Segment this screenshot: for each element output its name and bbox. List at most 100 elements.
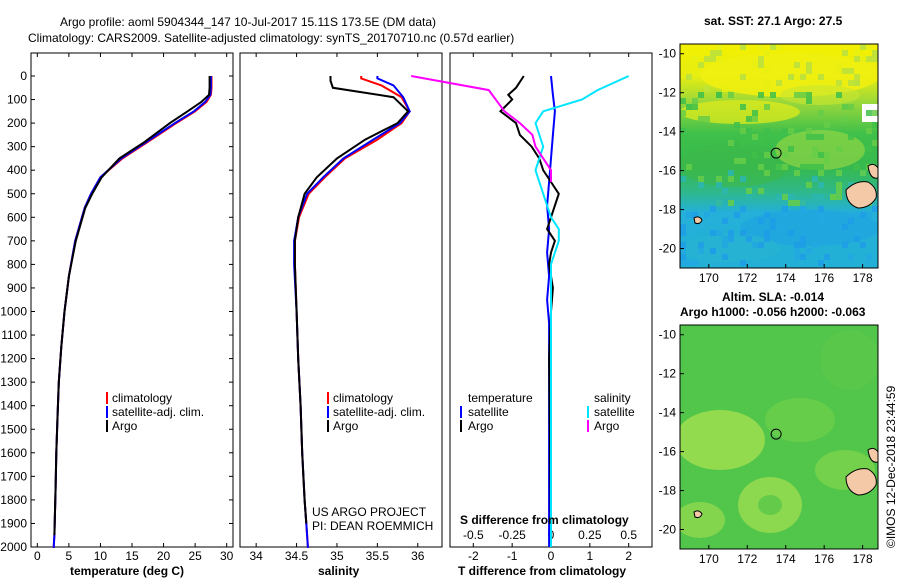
sst-pixel <box>800 206 806 212</box>
sst-pixel <box>728 170 734 176</box>
sst-pixel <box>872 140 878 146</box>
sst-pixel <box>788 146 794 152</box>
sst-pixel <box>806 182 812 188</box>
x-tick-label: -1 <box>507 549 518 563</box>
sst-pixel <box>872 56 878 62</box>
sla-map-subtitle: Argo h1000: -0.056 h2000: -0.063 <box>680 305 866 319</box>
temperature-legend: climatology satellite-adj. clim. Argo <box>106 391 204 433</box>
sst-pixel <box>770 44 776 50</box>
salinity-plot-area <box>239 52 443 548</box>
sst-pixel <box>782 164 788 170</box>
map-x-tick-label: 172 <box>737 552 757 566</box>
legend-t-argo-label: Argo <box>468 419 494 433</box>
sst-pixel <box>818 170 824 176</box>
sst-pixel <box>710 248 716 254</box>
sst-pixel <box>818 260 824 266</box>
sst-pixel <box>794 242 800 248</box>
map-y-tick-label: -18 <box>659 203 677 217</box>
map-x-tick-label: 174 <box>776 552 796 566</box>
map-y-tick-label: -10 <box>659 328 677 342</box>
sst-pixel <box>776 194 782 200</box>
sst-pixel <box>698 176 704 182</box>
sst-pixel <box>800 254 806 260</box>
sst-pixel <box>800 236 806 242</box>
sst-pixel <box>782 152 788 158</box>
depth-tick-label: 800 <box>7 257 27 271</box>
island-shape <box>867 447 878 463</box>
series-line-s-argo <box>411 75 552 182</box>
sst-pixel <box>830 194 836 200</box>
depth-tick-label: 1700 <box>0 469 27 483</box>
sla-field <box>680 325 878 549</box>
sst-pixel <box>848 104 854 110</box>
depth-tick-label: 400 <box>7 163 27 177</box>
x-tick-label: 36 <box>411 549 425 563</box>
depth-tick-label: 0 <box>20 69 27 83</box>
sst-pixel <box>692 134 698 140</box>
t-difference-axis-label: T difference from climatology <box>458 564 626 578</box>
depth-tick-label: 200 <box>7 116 27 130</box>
sst-pixel <box>788 230 794 236</box>
sst-pixel <box>740 206 746 212</box>
s-tick-label: 0.5 <box>620 528 637 542</box>
sst-pixel <box>848 218 854 224</box>
map-y-tick-label: -16 <box>659 445 677 459</box>
sst-pixel <box>722 86 728 92</box>
map-y-tick-label: -18 <box>659 484 677 498</box>
sst-pixel <box>818 218 824 224</box>
sst-pixel <box>860 242 866 248</box>
header-line-1: Argo profile: aoml 5904344_147 10-Jul-20… <box>60 15 436 29</box>
x-tick-label: 10 <box>94 549 108 563</box>
sst-pixel <box>842 242 848 248</box>
sst-pixel <box>758 62 764 68</box>
sst-pixel <box>722 242 728 248</box>
sst-pixel <box>740 158 746 164</box>
sst-pixel <box>782 128 788 134</box>
x-tick-label: 35 <box>330 549 344 563</box>
map-y-tick-label: -20 <box>659 523 677 537</box>
salinity-panel: 34 34.5 35 35.5 36 salinity climatology sate… <box>239 52 443 578</box>
sst-pixel <box>722 218 728 224</box>
sst-pixel <box>824 158 830 164</box>
legend-t-satellite-label: satellite <box>468 405 509 419</box>
sst-pixel <box>872 122 878 128</box>
sst-pixel <box>746 188 752 194</box>
series-line-s-satellite <box>534 75 630 547</box>
sst-pixel <box>686 212 692 218</box>
sst-pixel <box>764 230 770 236</box>
sst-pixel <box>686 74 692 80</box>
salinity-axis-ticks: 34 34.5 35 35.5 36 <box>249 53 425 563</box>
sst-pixel <box>860 170 866 176</box>
sst-pixel <box>818 134 824 140</box>
sst-pixel <box>764 128 770 134</box>
sst-pixel <box>758 188 764 194</box>
sst-pixel <box>728 200 734 206</box>
sst-pixel <box>836 188 842 194</box>
sst-pixel <box>824 122 830 128</box>
sst-pixel <box>704 86 710 92</box>
sst-pixel <box>680 224 686 230</box>
sst-pixel <box>848 134 854 140</box>
x-tick-label: 0 <box>548 549 555 563</box>
sst-pixel <box>698 182 704 188</box>
header-line-2: Climatology: CARS2009. Satellite-adjuste… <box>28 31 514 45</box>
sst-pixel <box>860 56 866 62</box>
sst-pixel <box>800 200 806 206</box>
sst-map-frame <box>679 43 879 269</box>
sst-pixel <box>758 56 764 62</box>
sst-pixel <box>728 236 734 242</box>
sst-map-ticks: 170 172 174 176 178 -10 -12 -14 -16 -18 -20 <box>659 47 873 285</box>
legend-satellite-label: satellite-adj. clim. <box>333 405 425 419</box>
sst-pixel <box>776 164 782 170</box>
sst-pixel <box>752 116 758 122</box>
sst-pixel <box>764 50 770 56</box>
sst-pixel <box>836 92 842 98</box>
sst-pixel <box>848 68 854 74</box>
sst-pixel <box>806 98 812 104</box>
sst-pixel <box>800 164 806 170</box>
sst-pixel <box>812 164 818 170</box>
sst-pixel <box>818 182 824 188</box>
sst-pixel <box>812 134 818 140</box>
sst-pixel <box>836 224 842 230</box>
series-line-argo <box>53 76 211 536</box>
